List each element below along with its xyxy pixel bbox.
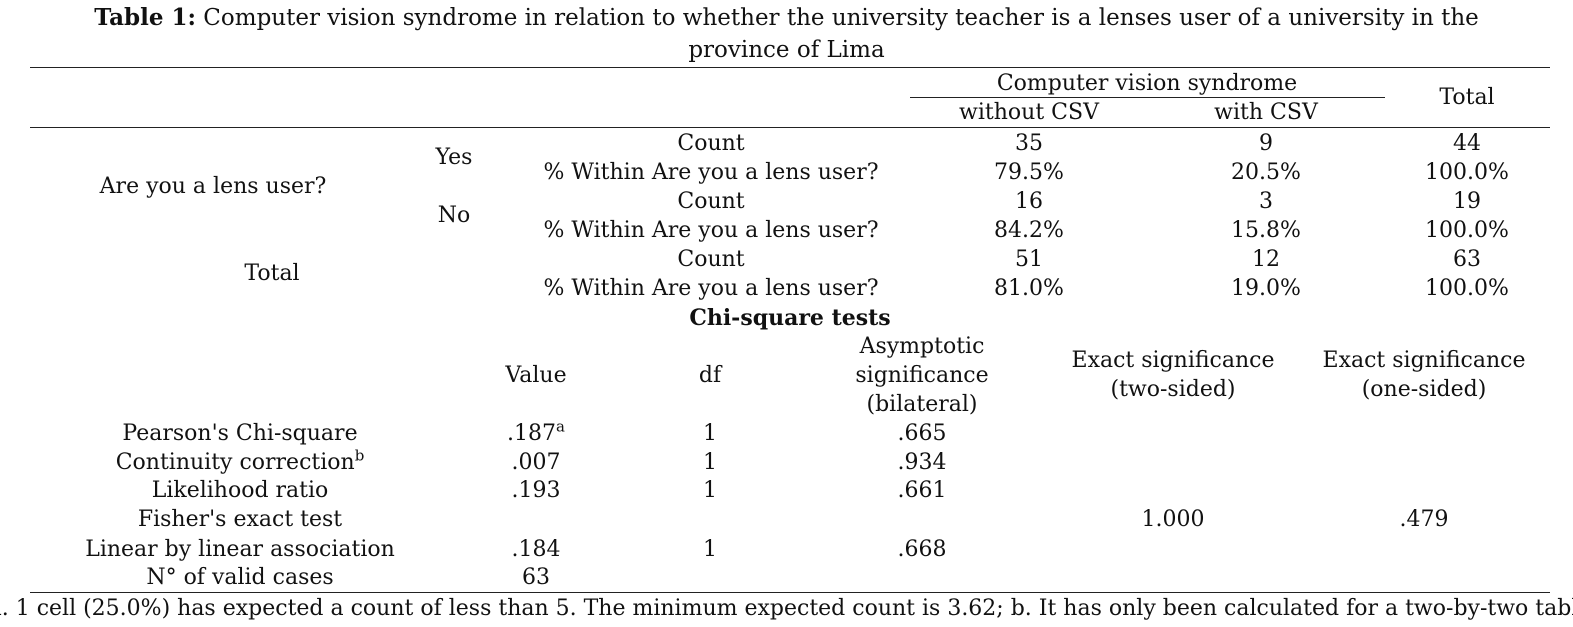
- header-bottom-rule: [30, 127, 1550, 128]
- group-label-total: Total: [244, 261, 300, 286]
- group-header: Computer vision syndrome: [996, 71, 1298, 96]
- chisq-header-exact1-line1: Exact significance: [1322, 348, 1526, 373]
- chisq-row-df: 1: [703, 450, 717, 475]
- chisq-header-df: df: [698, 363, 722, 388]
- col-header-total: Total: [1439, 85, 1495, 110]
- table-footnote: a. 1 cell (25.0%) has expected a count o…: [0, 596, 1573, 621]
- stat-label: % Within Are you a lens user?: [543, 218, 879, 243]
- chisq-row-exact2: 1.000: [1141, 507, 1205, 532]
- col-header-with-csv: with CSV: [1214, 100, 1318, 125]
- superscript-a: a: [556, 417, 565, 436]
- chisq-row-value: .184: [511, 537, 561, 562]
- cell-without: 81.0%: [994, 276, 1064, 301]
- cell-total: 100.0%: [1425, 160, 1509, 185]
- chisq-row-value: .193: [511, 478, 561, 503]
- table-caption: Table 1: Computer vision syndrome in rel…: [0, 2, 1573, 66]
- caption-text-line1: Computer vision syndrome in relation to …: [196, 5, 1479, 31]
- top-rule: [30, 67, 1550, 68]
- chisq-header-asym-line1: Asymptotic: [859, 334, 985, 359]
- chisq-row-df: 1: [703, 478, 717, 503]
- chisq-row-asym: .668: [897, 537, 947, 562]
- bottom-rule: [30, 592, 1550, 593]
- cell-without: 16: [1015, 189, 1043, 214]
- cell-total: 19: [1453, 189, 1481, 214]
- caption-text-line2: province of Lima: [688, 37, 885, 63]
- group-label-no: No: [437, 203, 471, 228]
- cell-total: 100.0%: [1425, 218, 1509, 243]
- group-header-rule: [910, 97, 1385, 98]
- cell-with: 15.8%: [1231, 218, 1301, 243]
- chisq-row-exact1: .479: [1399, 507, 1449, 532]
- chisq-row-asym: .661: [897, 478, 947, 503]
- row-variable-label: Are you a lens user?: [99, 174, 327, 199]
- cell-without: 51: [1015, 247, 1043, 272]
- stat-label: % Within Are you a lens user?: [543, 276, 879, 301]
- chisq-row-value: 63: [522, 565, 550, 590]
- cell-with: 12: [1252, 247, 1280, 272]
- cell-total: 44: [1453, 131, 1481, 156]
- chisq-row-name: Continuity correctionb: [115, 446, 365, 475]
- stat-label: Count: [677, 189, 745, 214]
- col-header-without-csv: without CSV: [959, 100, 1099, 125]
- chisq-header-exact1-line2: (one-sided): [1361, 377, 1487, 402]
- chisq-row-name: Fisher's exact test: [137, 507, 343, 532]
- cell-without: 84.2%: [994, 218, 1064, 243]
- chisq-header-value: Value: [505, 363, 567, 388]
- chisq-header-asym-line2: significance: [855, 363, 989, 388]
- chisq-row-name: Likelihood ratio: [151, 478, 329, 503]
- chisq-row-asym: .934: [897, 450, 947, 475]
- chisq-header-asym-line3: (bilateral): [866, 392, 978, 417]
- caption-label: Table 1:: [94, 4, 196, 31]
- chisq-row-df: 1: [703, 421, 717, 446]
- chisq-header-exact2-line1: Exact significance: [1071, 348, 1275, 373]
- chisq-row-name: Linear by linear association: [85, 537, 395, 562]
- chisq-row-name: Pearson's Chi-square: [122, 421, 358, 446]
- cell-with: 3: [1259, 189, 1273, 214]
- cell-with: 20.5%: [1231, 160, 1301, 185]
- chisq-row-name: N° of valid cases: [146, 565, 334, 590]
- cell-with: 19.0%: [1231, 276, 1301, 301]
- stat-label: Count: [677, 247, 745, 272]
- chisq-title: Chi-square tests: [689, 305, 891, 331]
- cell-total: 63: [1453, 247, 1481, 272]
- chisq-row-df: 1: [703, 537, 717, 562]
- cell-without: 35: [1015, 131, 1043, 156]
- group-label-yes: Yes: [435, 145, 473, 170]
- cell-total: 100.0%: [1425, 276, 1509, 301]
- stat-label: Count: [677, 131, 745, 156]
- superscript-b: b: [354, 446, 365, 465]
- chisq-row-value: .007: [511, 450, 561, 475]
- chisq-row-value: .187a: [507, 417, 565, 446]
- chisq-header-exact2-line2: (two-sided): [1110, 377, 1236, 402]
- chisq-row-asym: .665: [897, 421, 947, 446]
- cell-with: 9: [1259, 131, 1273, 156]
- stat-label: % Within Are you a lens user?: [543, 160, 879, 185]
- cell-without: 79.5%: [994, 160, 1064, 185]
